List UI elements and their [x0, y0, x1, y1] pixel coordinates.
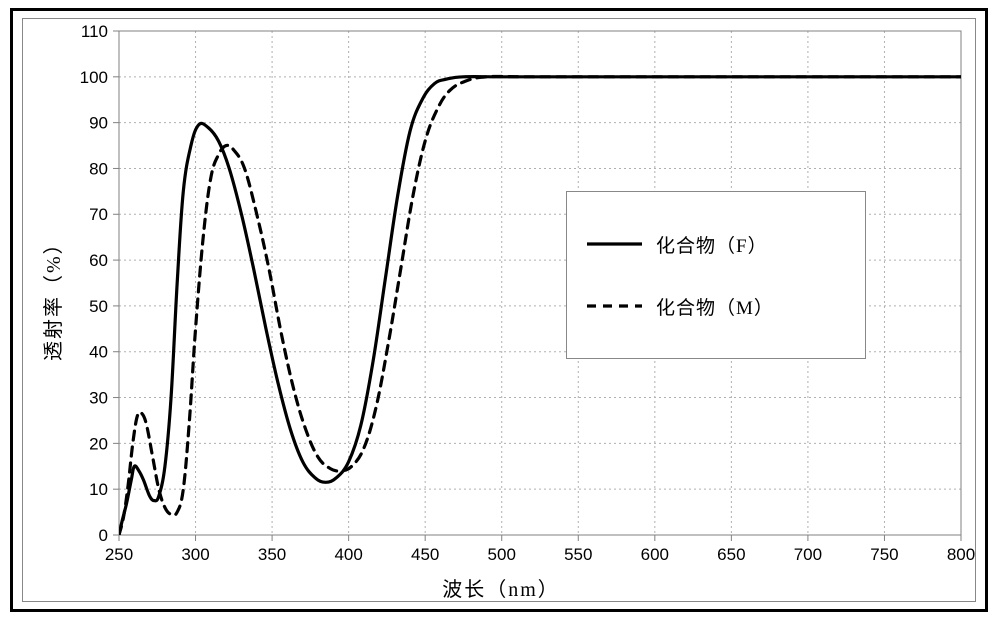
legend-label-compound-M: 化合物（M）	[656, 293, 774, 320]
y-tick-label: 70	[89, 205, 108, 224]
x-tick-label: 650	[717, 545, 745, 564]
y-tick-label: 20	[89, 434, 108, 453]
x-tick-label: 400	[334, 545, 362, 564]
x-tick-label: 700	[794, 545, 822, 564]
x-tick-label: 800	[947, 545, 975, 564]
legend-entry-compound-F: 化合物（F）	[587, 231, 845, 258]
x-tick-label: 750	[870, 545, 898, 564]
x-tick-label: 450	[411, 545, 439, 564]
y-tick-label: 80	[89, 159, 108, 178]
y-tick-label: 100	[80, 68, 108, 87]
x-tick-label: 500	[488, 545, 516, 564]
x-tick-label: 550	[564, 545, 592, 564]
y-axis-label: 透射率（%）	[37, 232, 66, 361]
legend-swatch-compound-M	[587, 299, 642, 313]
x-tick-label: 300	[181, 545, 209, 564]
y-tick-label: 40	[89, 343, 108, 362]
legend-entry-compound-M: 化合物（M）	[587, 293, 845, 320]
y-tick-label: 60	[89, 251, 108, 270]
y-tick-label: 110	[81, 22, 108, 41]
y-tick-label: 10	[89, 480, 108, 499]
x-tick-label: 250	[105, 545, 133, 564]
x-axis-label: 波长（nm）	[442, 573, 560, 602]
legend: 化合物（F） 化合物（M）	[566, 191, 866, 359]
y-tick-label: 0	[99, 526, 108, 545]
y-tick-label: 30	[89, 388, 108, 407]
y-tick-label: 90	[89, 114, 108, 133]
chart-container: 250 300 350 400 450 500 550 600 650 700 750 800 0 10 2…	[22, 18, 976, 602]
legend-label-compound-F: 化合物（F）	[656, 231, 768, 258]
x-tick-label: 350	[258, 545, 286, 564]
legend-swatch-compound-F	[587, 237, 642, 251]
x-tick-label: 600	[641, 545, 669, 564]
y-tick-label: 50	[89, 297, 108, 316]
